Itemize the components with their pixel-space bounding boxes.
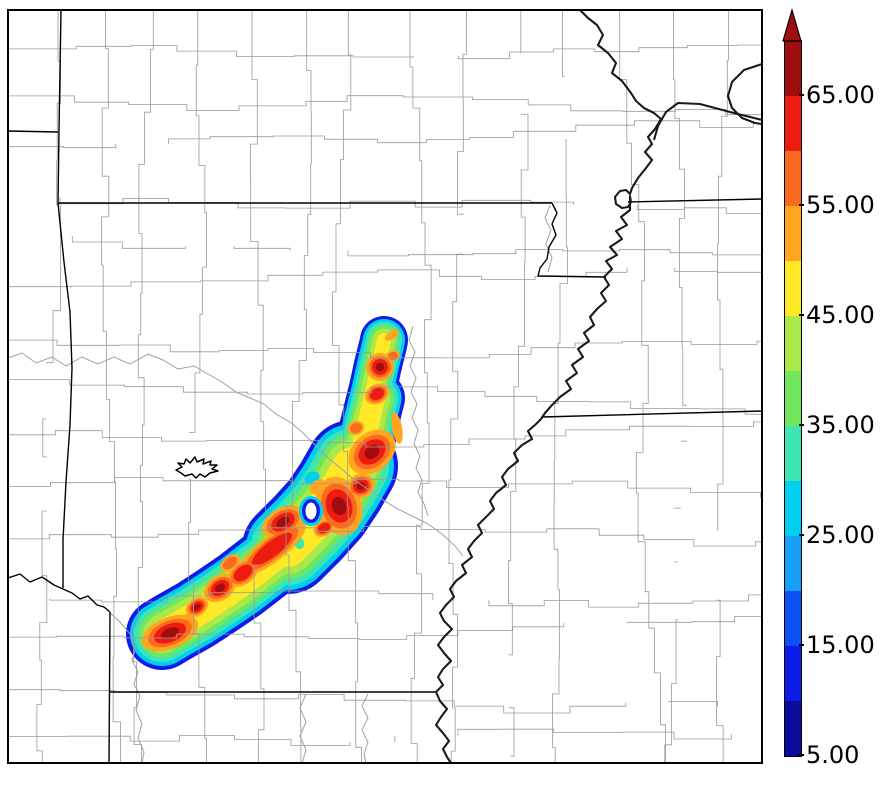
storm-cell <box>161 627 179 639</box>
state-borders <box>8 10 762 763</box>
reflectivity-band <box>126 316 408 670</box>
storm-cell <box>364 444 380 460</box>
storm-cell <box>222 556 238 570</box>
storm-cell <box>193 603 201 611</box>
lake-outline <box>175 456 219 479</box>
storm-cell <box>214 583 226 593</box>
storm-cell <box>369 387 385 401</box>
storm-cell <box>391 412 403 444</box>
ohio-river <box>652 101 762 141</box>
map-layers <box>8 10 762 763</box>
storm-cell <box>375 362 385 372</box>
storm-cell <box>356 482 366 490</box>
storm-cell <box>331 496 347 516</box>
storm-cell <box>385 329 399 341</box>
storm-cell <box>317 522 331 534</box>
minor-rivers <box>8 204 553 763</box>
map-frame <box>7 9 763 764</box>
hole-clear-center <box>305 502 317 520</box>
storm-cell <box>350 422 362 434</box>
storm-cell <box>251 532 293 566</box>
county-boundaries <box>8 10 762 763</box>
tennessee-river <box>726 63 762 126</box>
storm-cell <box>233 564 253 582</box>
mississippi-river <box>434 10 762 763</box>
